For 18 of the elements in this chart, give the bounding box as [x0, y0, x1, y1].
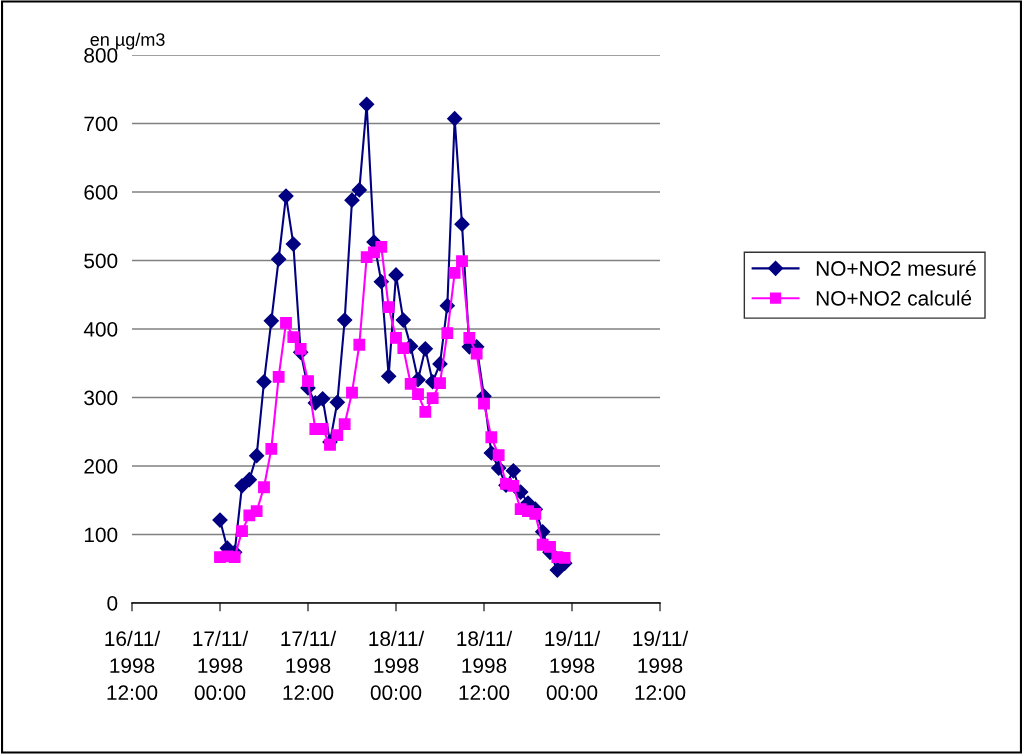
y-tick-label: 600 — [84, 185, 118, 200]
x-tick-label: 18/11/ 1998 00:00 — [369, 630, 425, 701]
y-tick-label: 500 — [84, 253, 118, 269]
y-tick-label: 200 — [84, 459, 118, 474]
legend-label: NO+NO2 mesuré — [816, 260, 976, 276]
y-tick-label: 300 — [84, 390, 118, 406]
y-tick-label: 400 — [83, 322, 118, 337]
x-tick-label: 18/11/ 1998 12:00 — [457, 630, 513, 701]
x-tick-label: 17/11/ 1998 12:00 — [281, 630, 337, 701]
x-tick-label: 17/11/ 1998 00:00 — [193, 630, 249, 701]
y-tick-label: 800 — [84, 48, 118, 63]
y-tick-label: 100 — [84, 527, 118, 543]
x-tick-label: 19/11/ 1998 12:00 — [633, 630, 689, 701]
legend-label: NO+NO2 calculé — [816, 290, 972, 306]
x-tick-label: 16/11/ 1998 12:00 — [105, 630, 161, 701]
x-tick-label: 19/11/ 1998 00:00 — [545, 630, 601, 701]
y-tick-label: 0 — [107, 596, 118, 611]
y-tick-label: 700 — [84, 116, 118, 132]
